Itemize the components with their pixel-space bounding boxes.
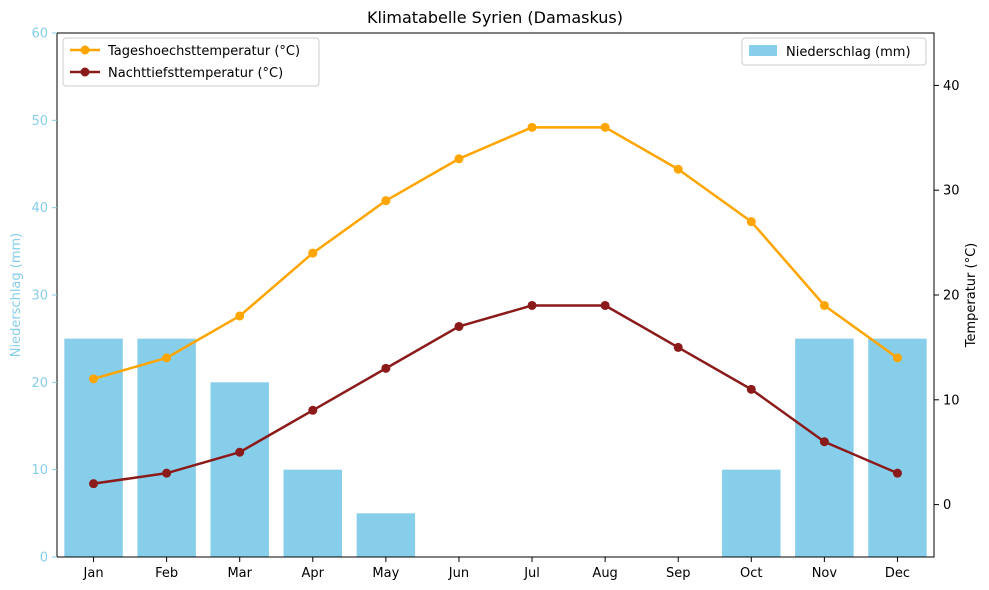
precip-bar-may: [356, 513, 416, 557]
precip-bar-apr: [283, 469, 343, 557]
precipitation-bars: [64, 338, 927, 557]
legend-line-label: Tageshoechsttemperatur (°C): [107, 44, 300, 59]
right-tick-label: 20: [943, 289, 960, 304]
legend-line-label: Nachttiefsttemperatur (°C): [108, 66, 283, 81]
temperature-lines: [89, 122, 902, 489]
temp-point-0-nov: [819, 300, 829, 310]
x-tick-label: Apr: [302, 566, 325, 581]
precip-bar-nov: [795, 338, 854, 557]
temp-line-0: [93, 126, 899, 381]
left-tick-label: 40: [31, 201, 48, 216]
left-tick-label: 0: [40, 551, 48, 566]
precip-bar-jan: [64, 338, 123, 557]
temp-point-1-apr: [308, 405, 318, 415]
legend-bar-swatch: [749, 45, 777, 56]
temp-point-1-oct: [746, 384, 756, 394]
right-axis: 0 10 20 30 40: [934, 79, 960, 513]
x-tick-label: Jun: [448, 566, 469, 581]
x-axis: Jan Feb Mar Apr May Jun Jul Aug Sep Oct Nov Dec: [83, 557, 910, 581]
temp-point-0-may: [381, 196, 391, 206]
temp-point-1-nov: [819, 437, 829, 447]
legend-bars-box: [741, 37, 927, 66]
left-tick-label: 30: [31, 289, 48, 304]
precip-bar-mar: [210, 382, 269, 557]
precip-bar-dec: [868, 338, 927, 557]
temp-point-0-apr: [308, 248, 318, 258]
temp-point-0-aug: [600, 122, 610, 132]
temp-point-1-aug: [600, 300, 610, 310]
legend-bar-label: Niederschlag (mm): [786, 45, 911, 60]
right-tick-label: 10: [943, 393, 960, 408]
temp-point-0-mar: [235, 311, 245, 321]
left-tick-label: 50: [31, 114, 48, 129]
x-tick-label: Oct: [740, 566, 762, 581]
precip-bar-oct: [722, 469, 781, 557]
x-tick-label: Nov: [812, 566, 838, 581]
temp-point-1-dec: [892, 468, 902, 478]
temp-point-1-sep: [673, 342, 683, 352]
left-tick-label: 10: [31, 463, 48, 478]
temp-point-0-jul: [527, 122, 537, 132]
right-tick-label: 30: [943, 184, 960, 199]
left-tick-label: 60: [31, 27, 48, 42]
temp-point-1-jun: [454, 321, 464, 331]
precip-bar-feb: [137, 338, 196, 557]
legend-lines-box: [62, 37, 320, 87]
x-tick-label: Mar: [227, 566, 252, 581]
temp-line-1: [93, 304, 898, 485]
legend-bars: Niederschlag (mm): [741, 37, 927, 66]
left-tick-label: 20: [31, 376, 48, 391]
temp-point-0-jan: [89, 374, 99, 384]
chart-title: Klimatabelle Syrien (Damaskus): [367, 8, 623, 27]
right-axis-label: Temperatur (°C): [964, 243, 979, 349]
temp-point-1-mar: [235, 447, 245, 457]
x-tick-label: Jul: [523, 566, 540, 581]
right-tick-label: 40: [943, 79, 960, 94]
temp-point-0-sep: [673, 164, 683, 174]
temp-point-1-jul: [527, 300, 537, 310]
temp-point-0-oct: [746, 217, 756, 227]
legend-lines: Tageshoechsttemperatur (°C) Nachttiefstt…: [62, 37, 320, 87]
x-tick-label: May: [372, 566, 399, 581]
x-tick-label: Dec: [885, 566, 910, 581]
temp-point-1-jan: [89, 479, 99, 489]
temp-point-0-jun: [454, 154, 464, 164]
legend-line-marker: [80, 67, 90, 77]
left-axis-label: Niederschlag (mm): [9, 233, 24, 358]
x-tick-label: Jan: [83, 566, 104, 581]
temp-point-1-feb: [162, 468, 172, 478]
x-tick-label: Aug: [592, 566, 617, 581]
temp-point-0-dec: [892, 353, 902, 363]
temp-point-0-feb: [162, 353, 172, 363]
x-tick-label: Feb: [155, 566, 178, 581]
right-tick-label: 0: [943, 498, 951, 513]
legend-line-marker: [80, 45, 90, 55]
left-axis: 0 10 20 30 40 50 60: [31, 27, 57, 566]
temp-point-1-may: [381, 363, 391, 373]
x-tick-label: Sep: [666, 566, 691, 581]
